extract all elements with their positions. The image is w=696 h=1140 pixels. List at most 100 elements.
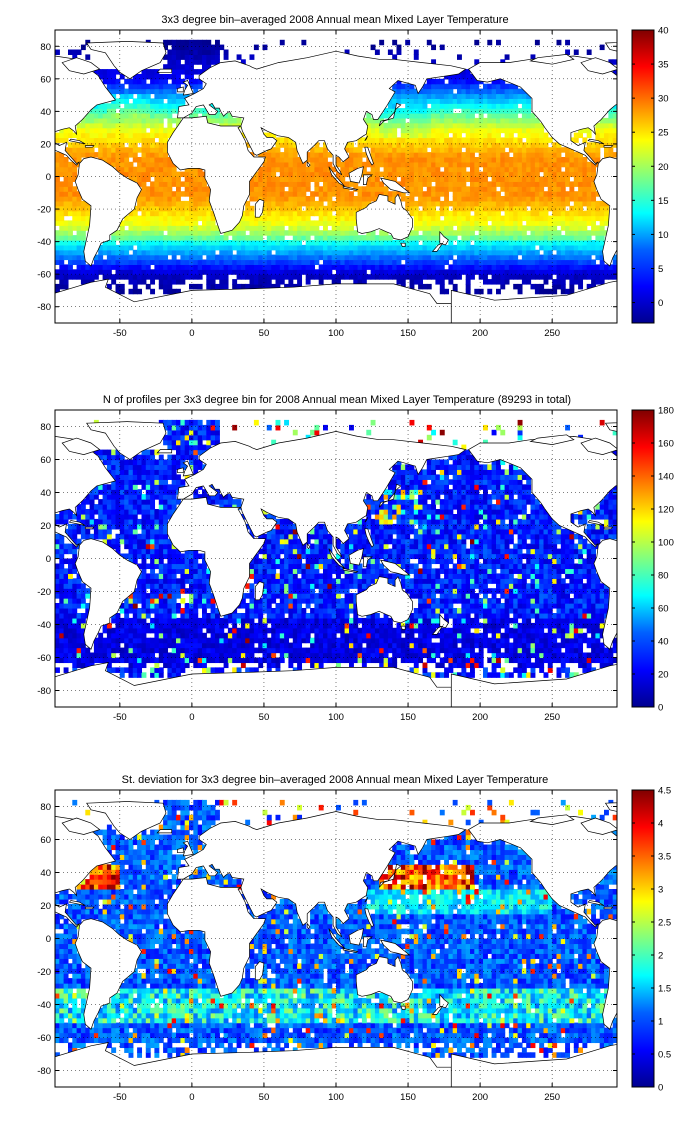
heatmap-cell (457, 259, 462, 265)
heatmap-cell (461, 127, 467, 134)
heatmap-cell (448, 103, 454, 109)
heatmap-cell (422, 152, 428, 158)
heatmap-cell (409, 249, 415, 256)
heatmap-cell (167, 225, 173, 231)
heatmap-cell (500, 667, 506, 673)
heatmap-cell (431, 274, 437, 280)
heatmap-cell (582, 249, 588, 256)
heatmap-cell (405, 244, 411, 251)
heatmap-cell (543, 235, 549, 241)
heatmap-cell (465, 279, 471, 285)
heatmap-cell (128, 152, 134, 158)
heatmap-cell (158, 627, 164, 634)
heatmap-cell (297, 191, 303, 197)
heatmap-cell (349, 215, 354, 222)
heatmap-cell (591, 215, 597, 222)
heatmap-cell (292, 181, 298, 187)
heatmap-cell (504, 652, 510, 659)
heatmap-cell (573, 225, 579, 231)
heatmap-cell (284, 264, 290, 270)
heatmap-cell (150, 667, 156, 673)
heatmap-cell (552, 279, 558, 285)
heatmap-cell (310, 147, 316, 153)
heatmap-cell (452, 244, 458, 251)
heatmap-cell (55, 152, 60, 158)
heatmap-cell (154, 269, 160, 275)
heatmap-cell (418, 93, 424, 99)
heatmap-cell (539, 662, 545, 669)
heatmap-cell (258, 191, 264, 197)
heatmap-cell (526, 117, 532, 124)
heatmap-cell (526, 254, 532, 261)
heatmap-cell (106, 83, 112, 90)
heatmap-cell (340, 161, 346, 168)
heatmap-cell (163, 142, 169, 148)
heatmap-cell (604, 264, 609, 270)
heatmap-cell (586, 176, 592, 182)
landmass (450, 280, 617, 323)
heatmap-cell (240, 210, 246, 217)
heatmap-cell (470, 147, 475, 153)
heatmap-cell (336, 264, 341, 270)
heatmap-cell (197, 264, 203, 270)
heatmap-cell (530, 249, 536, 256)
heatmap-cell (452, 98, 458, 104)
heatmap-cell (206, 215, 212, 222)
heatmap-cell (227, 642, 233, 649)
heatmap-cell (163, 259, 169, 265)
heatmap-cell (305, 244, 311, 251)
heatmap-cell (400, 83, 406, 90)
heatmap-cell (132, 269, 138, 275)
heatmap-cell (141, 279, 147, 285)
heatmap-cell (431, 132, 437, 139)
heatmap-cell (461, 161, 467, 168)
heatmap-cell (266, 220, 272, 226)
heatmap-cell (292, 632, 298, 639)
heatmap-cell (513, 647, 519, 654)
heatmap-cell (465, 157, 471, 163)
heatmap-cell (76, 132, 82, 139)
heatmap-cell (171, 93, 177, 99)
heatmap-cell (266, 230, 272, 236)
heatmap-cell (297, 652, 303, 659)
heatmap-cell (366, 240, 372, 246)
heatmap-cell (331, 637, 337, 644)
colorbar-tick-label: 20 (658, 162, 669, 173)
colorbar-tick-label: 10 (658, 230, 669, 241)
heatmap-cell (141, 632, 147, 639)
heatmap-cell (573, 269, 579, 275)
landmass (84, 145, 95, 148)
heatmap-cell (288, 249, 294, 256)
heatmap-cell (271, 642, 277, 649)
heatmap-cell (323, 157, 328, 163)
heatmap-cell (167, 127, 173, 134)
heatmap-cell (517, 166, 523, 173)
heatmap-cell (405, 157, 411, 163)
heatmap-cell (137, 83, 143, 90)
heatmap-cell (132, 288, 138, 295)
landmass (156, 68, 173, 73)
heatmap-cell (496, 220, 501, 226)
heatmap-cell (76, 205, 82, 212)
heatmap-cell (539, 186, 545, 192)
heatmap-cell (171, 88, 177, 95)
heatmap-cell (422, 157, 428, 163)
heatmap-cell (227, 652, 233, 659)
heatmap-cell (141, 269, 147, 275)
heatmap-cell (132, 88, 138, 95)
heatmap-cell (318, 279, 324, 285)
heatmap-cell (526, 225, 532, 231)
heatmap-cell (543, 220, 549, 226)
heatmap-cell (80, 269, 86, 275)
heatmap-cell (383, 240, 389, 246)
heatmap-cell (413, 647, 419, 654)
heatmap-cell (180, 279, 186, 285)
heatmap-cell (422, 191, 428, 197)
heatmap-cell (470, 132, 475, 139)
heatmap-cell (539, 205, 545, 212)
heatmap-cell (184, 181, 190, 187)
heatmap-cell (599, 657, 605, 664)
heatmap-cell (457, 98, 462, 104)
heatmap-cell (422, 93, 428, 99)
